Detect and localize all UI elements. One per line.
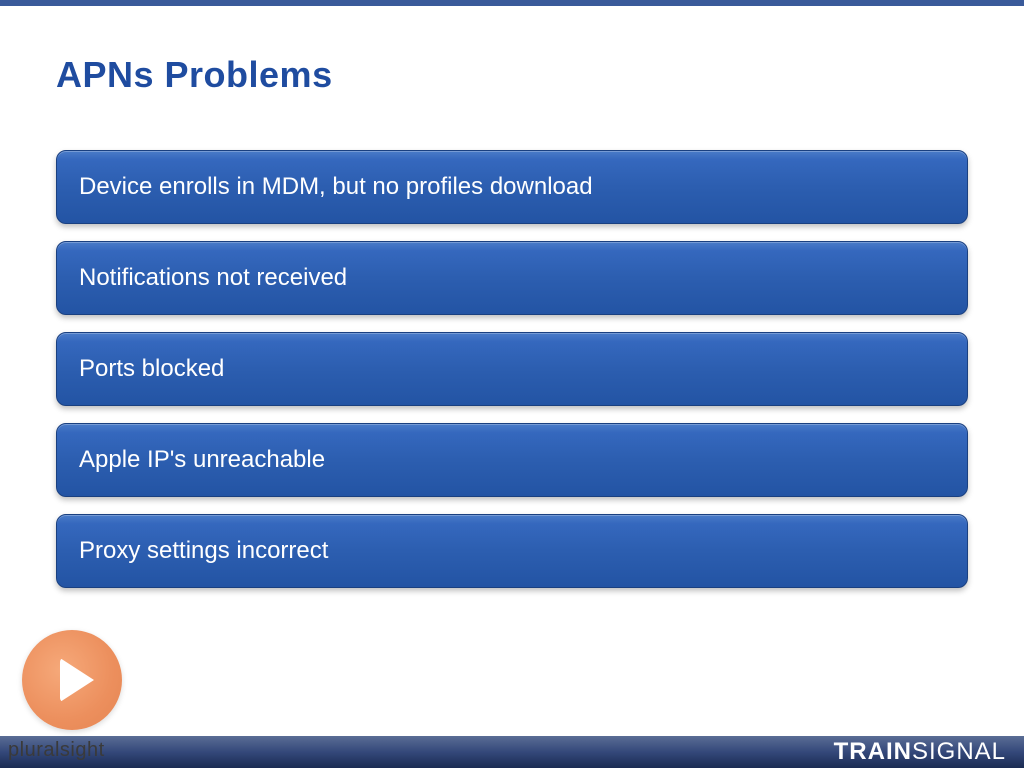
bullet-item: Proxy settings incorrect: [56, 514, 968, 588]
bullet-item: Ports blocked: [56, 332, 968, 406]
play-triangle-icon: [60, 658, 94, 702]
footer-bar: TRAINSIGNAL: [0, 736, 1024, 768]
bullet-list: Device enrolls in MDM, but no profiles d…: [56, 150, 968, 588]
slide-content: APNs Problems Device enrolls in MDM, but…: [0, 6, 1024, 588]
brand-light: SIGNAL: [912, 738, 1006, 765]
bullet-item: Notifications not received: [56, 241, 968, 315]
play-icon: [22, 630, 122, 730]
brand-bold: TRAIN: [834, 738, 912, 765]
slide-title: APNs Problems: [56, 54, 968, 96]
bullet-item: Apple IP's unreachable: [56, 423, 968, 497]
bullet-item: Device enrolls in MDM, but no profiles d…: [56, 150, 968, 224]
footer-brand-right: TRAINSIGNAL: [834, 738, 1006, 766]
pluralsight-watermark: pluralsight: [8, 739, 105, 762]
